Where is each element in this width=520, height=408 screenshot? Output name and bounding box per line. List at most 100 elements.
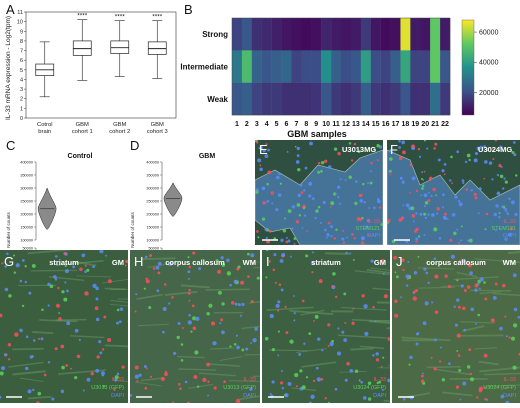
cell-nucleus [193, 375, 197, 379]
panel-b-heatmap-cell [391, 18, 401, 51]
cell-nucleus [476, 396, 478, 398]
cell-nucleus [331, 340, 334, 343]
cell-nucleus [284, 393, 288, 397]
cell-nucleus [427, 282, 429, 284]
cell-nucleus [266, 200, 269, 203]
cell-nucleus [22, 259, 25, 262]
cell-nucleus [297, 168, 300, 171]
panel-b-heatmap-cell [232, 83, 242, 116]
panel-a-box [111, 41, 129, 54]
cell-nucleus [295, 146, 297, 148]
panel-b-heatmap-cell [381, 83, 391, 116]
cell-nucleus [467, 365, 471, 369]
panel-a-category-label: brain [38, 129, 51, 135]
cell-nucleus [413, 220, 415, 222]
cell-nucleus [280, 381, 283, 384]
cell-nucleus [348, 176, 351, 179]
cell-nucleus [145, 256, 148, 259]
micrograph-legend-dapi: DAPI [243, 393, 256, 399]
cell-nucleus [317, 377, 321, 381]
cell-nucleus [411, 206, 415, 210]
cell-nucleus [418, 148, 420, 150]
cell-nucleus [262, 217, 265, 220]
cell-nucleus [491, 178, 493, 180]
cell-nucleus [502, 187, 504, 189]
panel-a-ytick-label: 0 [20, 116, 23, 122]
cell-nucleus [276, 176, 280, 180]
cell-nucleus [330, 235, 332, 237]
cell-nucleus [312, 197, 315, 200]
cell-nucleus [368, 207, 370, 209]
micrograph-legend-gfp: U3024 (GFP) [483, 385, 516, 391]
cell-nucleus [286, 237, 288, 239]
micrograph-region: GM [112, 258, 124, 267]
cell-nucleus [284, 218, 286, 220]
cell-nucleus [289, 339, 293, 343]
cell-nucleus [420, 213, 423, 216]
cell-nucleus [456, 150, 459, 153]
cell-nucleus [364, 332, 368, 336]
panel-b-heatmap-cell [420, 83, 430, 116]
cell-nucleus [33, 339, 36, 342]
cell-nucleus [444, 163, 447, 166]
cell-nucleus [337, 185, 340, 188]
cell-nucleus [334, 147, 337, 150]
cell-nucleus [75, 329, 79, 333]
cell-nucleus [229, 284, 232, 287]
panel-b-heatmap-cell [301, 50, 311, 83]
cell-nucleus [293, 319, 295, 321]
panel-letter-d: D [130, 138, 139, 153]
cell-nucleus [146, 367, 148, 369]
cell-nucleus [266, 237, 268, 239]
cell-nucleus [96, 297, 99, 300]
cell-nucleus [370, 170, 372, 172]
cell-nucleus [302, 227, 304, 229]
cell-nucleus [279, 283, 282, 286]
panel-b-heatmap-cell [331, 83, 341, 116]
cell-nucleus [330, 225, 333, 228]
cell-nucleus [497, 174, 499, 176]
cell-nucleus [188, 292, 191, 295]
cell-nucleus [321, 378, 324, 381]
panel-a-ytick-label: 8 [20, 39, 23, 45]
cell-nucleus [236, 335, 238, 337]
panel-b-column-label: 13 [352, 121, 360, 128]
cell-nucleus [431, 301, 433, 303]
cell-nucleus [321, 161, 324, 164]
cell-nucleus [465, 188, 468, 191]
cell-nucleus [311, 271, 313, 273]
cell-nucleus [506, 211, 508, 213]
micrograph-legend-gfp: U3013 (GFP) [223, 385, 256, 391]
panel-b-heatmap-cell [242, 50, 252, 83]
cell-nucleus [278, 172, 281, 175]
cell-nucleus [409, 356, 412, 359]
cell-nucleus [431, 213, 435, 217]
cell-nucleus [164, 372, 168, 376]
cell-nucleus [139, 374, 142, 377]
violin-ytick-label: 150000 [146, 226, 159, 230]
cell-nucleus [428, 192, 430, 194]
panel-b-column-label: 6 [285, 121, 289, 128]
cell-nucleus [315, 315, 319, 319]
cell-nucleus [61, 390, 64, 393]
cell-nucleus [318, 162, 321, 165]
cell-nucleus [144, 288, 146, 290]
cell-nucleus [84, 291, 88, 295]
panel-b-heatmap-cell [440, 18, 450, 51]
cell-nucleus [389, 174, 391, 176]
panel-a-ytick-label: 7 [20, 49, 23, 55]
cell-nucleus [158, 262, 162, 266]
cell-nucleus [116, 322, 119, 325]
cell-nucleus [302, 300, 305, 303]
cell-nucleus [484, 160, 488, 164]
panel-b-column-label: 16 [382, 121, 390, 128]
panel-b-heatmap-cell [291, 83, 301, 116]
panel-b-heatmap-cell [371, 83, 381, 116]
cell-nucleus [95, 306, 99, 310]
panel-a-box [148, 42, 166, 55]
panel-b-colorbar [462, 20, 474, 115]
